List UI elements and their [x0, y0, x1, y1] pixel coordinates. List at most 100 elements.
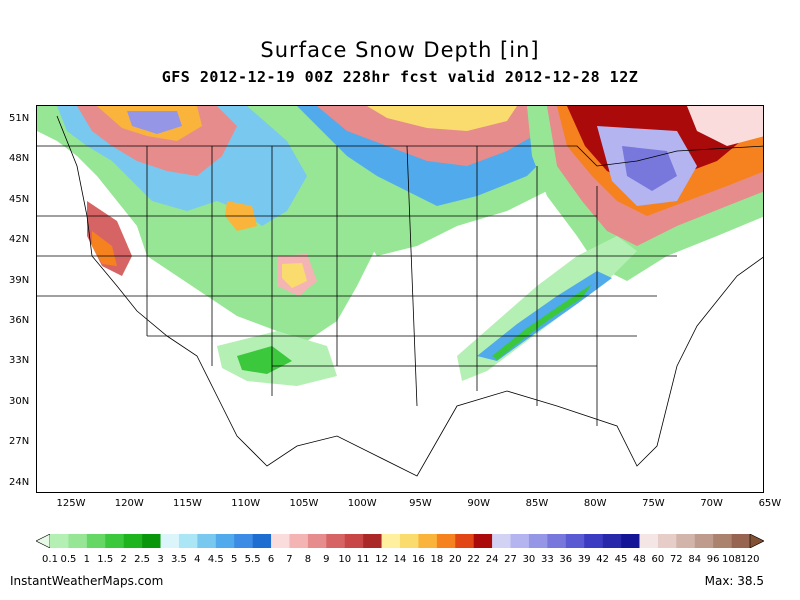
- legend-swatch: [197, 534, 217, 548]
- legend-tick-label: 10: [338, 554, 352, 565]
- latitude-label: 42N: [9, 234, 30, 246]
- legend-swatch: [657, 534, 677, 548]
- legend-tick-label: 27: [504, 554, 517, 565]
- longitude-label: 90W: [467, 498, 490, 509]
- legend-tick-label: 84: [688, 554, 702, 565]
- legend-tick-label: 18: [430, 554, 444, 565]
- legend-tick-label: 6: [267, 554, 275, 565]
- legend-swatch: [307, 534, 327, 548]
- legend-tick-label: 8: [304, 554, 312, 565]
- legend-swatch: [215, 534, 235, 548]
- legend-swatch: [160, 534, 180, 548]
- legend-swatch: [694, 534, 714, 548]
- legend-swatch: [289, 534, 309, 548]
- legend-tick-label: 4.5: [207, 554, 224, 565]
- legend-swatch: [400, 534, 419, 548]
- legend-swatch: [676, 534, 696, 548]
- legend-swatch: [565, 534, 585, 548]
- political-borders: [37, 115, 763, 477]
- legend-colorbar: [36, 534, 764, 548]
- legend-tick-label: 5: [231, 554, 238, 565]
- legend-tick-label: 5.5: [244, 554, 261, 565]
- legend-tick-label: 7: [286, 554, 293, 565]
- legend-tick-label: 24: [485, 554, 499, 565]
- snow-field-north: [257, 106, 577, 256]
- legend-swatch: [731, 534, 751, 548]
- snow-field-west: [37, 106, 377, 386]
- latitude-label: 45N: [9, 193, 30, 205]
- legend-tick-label: 11: [356, 554, 370, 565]
- legend-tick-label: 12: [375, 554, 388, 565]
- legend-swatch: [344, 534, 364, 548]
- legend-tick-label: 30: [522, 554, 536, 565]
- latitude-label: 36N: [9, 315, 30, 326]
- legend-tick-label: 120: [740, 554, 760, 565]
- legend-swatch: [86, 534, 106, 548]
- legend-swatch: [326, 534, 346, 548]
- legend-swatch: [473, 534, 493, 548]
- legend-arrow-low: [36, 534, 51, 548]
- latitude-label: 30N: [9, 395, 30, 407]
- legend-swatch: [363, 534, 382, 548]
- legend-swatch: [271, 534, 290, 548]
- longitude-label: 80W: [583, 498, 607, 509]
- snow-depth-map: [36, 105, 764, 493]
- snow-field-northeast: [527, 106, 763, 281]
- legend-swatch: [455, 534, 474, 548]
- longitude-label: 115W: [172, 498, 202, 509]
- longitude-label: 105W: [289, 498, 319, 509]
- legend-swatch: [142, 534, 161, 548]
- legend-tick-label: 1: [83, 554, 91, 565]
- legend-tick-label: 2: [120, 554, 127, 565]
- longitude-label: 110W: [231, 498, 261, 509]
- legend-swatch: [68, 534, 88, 548]
- legend-swatch: [50, 534, 69, 548]
- legend-tick-label: 0.1: [42, 554, 58, 565]
- longitude-label: 100W: [347, 498, 377, 509]
- legend-tick-label: 33: [540, 554, 554, 565]
- longitude-label: 120W: [114, 498, 144, 509]
- legend-tick-label: 14: [393, 554, 407, 565]
- legend-tick-label: 3: [157, 554, 164, 565]
- legend-swatch: [584, 534, 603, 548]
- legend-tick-label: 42: [596, 554, 609, 565]
- max-value: Max: 38.5: [704, 574, 764, 588]
- longitude-label: 75W: [642, 498, 665, 509]
- longitude-label: 70W: [700, 498, 723, 509]
- longitude-label: 125W: [56, 498, 86, 509]
- legend-tick-label: 3.5: [170, 554, 187, 565]
- latitude-label: 48N: [9, 153, 30, 165]
- legend-tick-label: 60: [651, 554, 665, 565]
- latitude-label: 39N: [9, 274, 30, 286]
- map-canvas: [37, 106, 763, 477]
- latitude-label: 24N: [9, 476, 30, 488]
- legend-tick-label: 16: [412, 554, 425, 565]
- legend-tick-label: 0.5: [60, 554, 77, 565]
- legend-swatch: [436, 534, 456, 548]
- legend-tick-label: 20: [448, 554, 462, 565]
- legend-swatch: [178, 534, 198, 548]
- legend-tick-label: 4: [194, 554, 201, 565]
- legend-swatch: [713, 534, 732, 548]
- latitude-label: 27N: [9, 436, 30, 448]
- legend-swatch: [547, 534, 567, 548]
- legend-swatch: [234, 534, 253, 548]
- legend-swatch: [418, 534, 438, 548]
- legend-tick-label: 1.5: [97, 554, 114, 565]
- legend-swatch: [639, 534, 659, 548]
- map-title: Surface Snow Depth [in]: [260, 38, 540, 62]
- legend-tick-label: 45: [614, 554, 628, 565]
- legend-swatch: [381, 534, 401, 548]
- legend-swatch: [105, 534, 124, 548]
- legend-swatch: [123, 534, 143, 548]
- longitude-label: 95W: [409, 498, 432, 509]
- legend-tick-label: 96: [706, 554, 720, 565]
- legend-swatch: [528, 534, 548, 548]
- legend-tick-label: 22: [467, 554, 481, 565]
- legend-swatch: [510, 534, 530, 548]
- legend-tick-label: 9: [323, 554, 330, 565]
- legend-tick-label: 36: [559, 554, 573, 565]
- legend-swatch: [492, 534, 511, 548]
- longitude-label: 85W: [525, 498, 549, 509]
- legend-arrow-high: [749, 534, 764, 548]
